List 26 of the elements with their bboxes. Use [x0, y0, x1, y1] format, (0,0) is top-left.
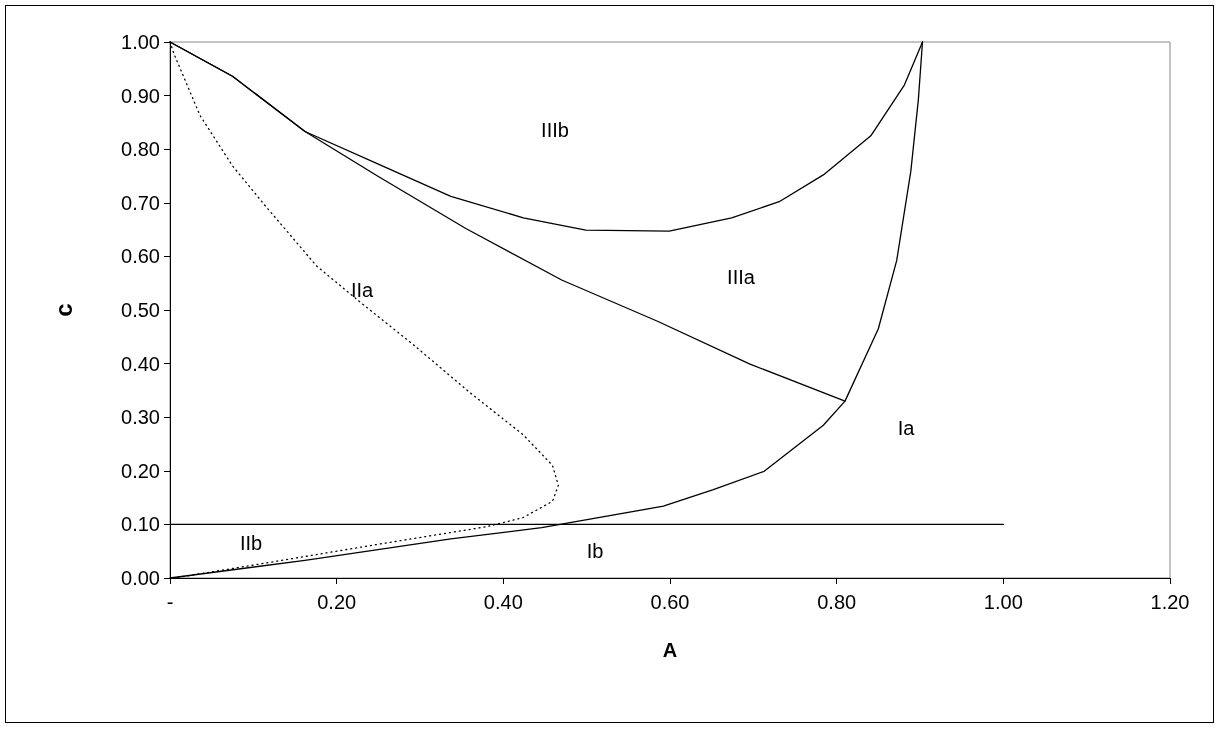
y-tick-label: 0.70	[121, 191, 160, 214]
y-tick-label: 0.60	[121, 245, 160, 268]
annotation: IIb	[239, 532, 263, 554]
y-axis-title: c	[49, 303, 77, 317]
annotation: IIIa	[727, 266, 756, 288]
x-tick-label: -	[166, 591, 174, 613]
y-tick-label: 0.90	[121, 84, 160, 107]
y-tick-label: 0.50	[121, 299, 160, 321]
x-tick-label: 0.40	[483, 591, 523, 613]
annotation: Ia	[897, 417, 916, 439]
x-tick-label: 1.20	[1150, 591, 1190, 613]
y-tick-label: 1.00	[121, 31, 160, 53]
x-tick-label: 0.60	[650, 591, 690, 613]
x-tick-label: 0.80	[817, 591, 857, 613]
y-tick-label: 0.20	[121, 459, 160, 482]
annotation: IIa	[350, 279, 374, 301]
annotation: Ib	[586, 540, 604, 562]
y-tick-label: 0.30	[121, 406, 160, 429]
x-tick-label: 0.20	[317, 591, 357, 613]
y-tick-label: 0.40	[121, 352, 160, 375]
y-tick-label: 0.00	[121, 567, 160, 589]
annotation: IIIb	[541, 119, 569, 141]
y-tick-label: 0.10	[121, 513, 160, 536]
x-tick-label: 1.00	[983, 591, 1023, 613]
y-tick-label: 0.80	[121, 138, 160, 161]
x-axis-title: A	[662, 639, 678, 661]
